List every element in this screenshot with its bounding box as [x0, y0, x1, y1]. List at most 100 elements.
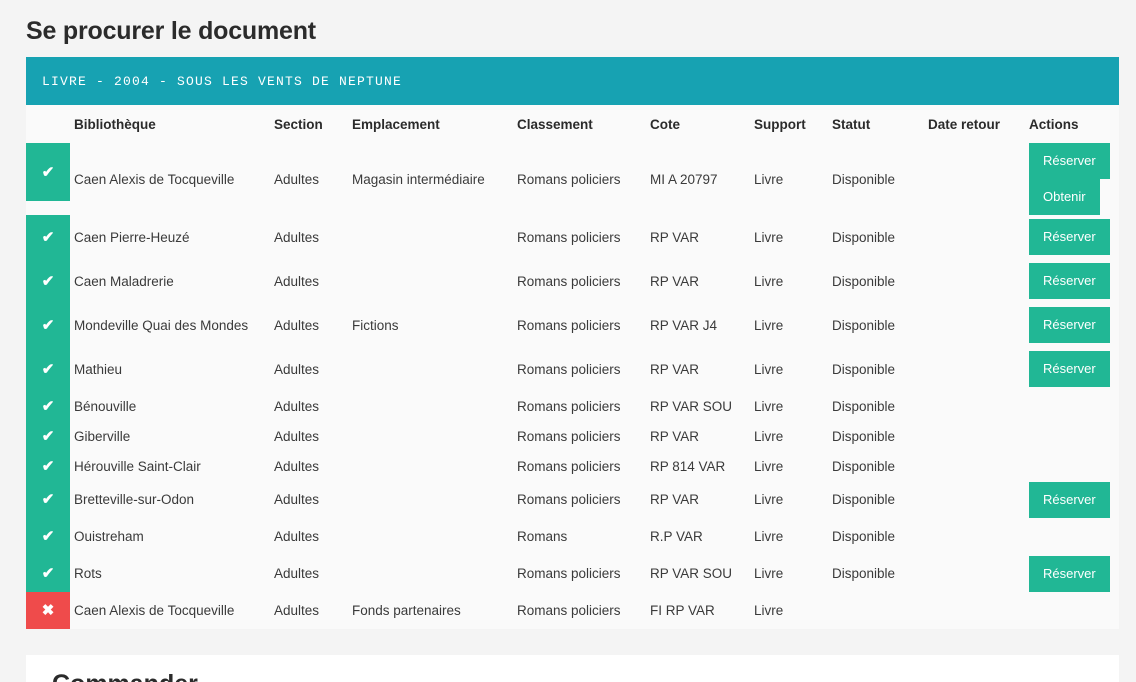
availability-flag-cell: ✔: [26, 421, 74, 451]
availability-flag-cell: ✔: [26, 518, 74, 555]
cell-classement: Romans policiers: [517, 361, 621, 377]
table-row: ✔ Bretteville-sur-Odon Adultes Romans polic…: [26, 481, 1119, 518]
cross-icon: ✖: [41, 602, 55, 619]
cell-support: Livre: [754, 361, 784, 377]
check-icon: ✔: [41, 228, 55, 246]
next-section-card: Commander: [26, 655, 1119, 682]
cell-classement: Romans policiers: [517, 398, 621, 414]
cell-actions: Réserver: [1029, 555, 1119, 592]
check-icon: ✔: [41, 427, 55, 445]
cell-classement: Romans: [517, 529, 568, 544]
cell-bibliotheque: Mondeville Quai des Mondes: [74, 317, 249, 333]
cell-date-retour: [928, 303, 1029, 347]
cell-emplacement: [352, 215, 517, 259]
cell-bibliotheque: Mathieu: [74, 361, 123, 377]
cell-classement: Romans policiers: [517, 428, 621, 444]
column-header-statut: Statut: [832, 117, 871, 132]
cell-actions: [1029, 592, 1119, 629]
cell-statut: Disponible: [832, 229, 896, 245]
cell-actions: [1029, 518, 1119, 555]
cell-support: Livre: [754, 171, 784, 187]
reserver-button[interactable]: Réserver: [1029, 351, 1110, 387]
cell-actions: Réserver Obtenir: [1029, 143, 1119, 215]
cell-actions: Réserver: [1029, 259, 1119, 303]
obtenir-button[interactable]: Obtenir: [1029, 179, 1100, 215]
cell-classement: Romans policiers: [517, 603, 621, 618]
cell-emplacement: [352, 259, 517, 303]
cell-section: Adultes: [274, 603, 320, 618]
action-button-group: Réserver: [1029, 555, 1119, 592]
cell-cote: RP VAR J4: [650, 317, 718, 333]
check-icon: ✔: [41, 565, 55, 582]
column-header-emplacement: Emplacement: [352, 117, 440, 132]
table-row: ✔ Bénouville Adultes Romans policiers RP VAR…: [26, 391, 1119, 421]
cell-bibliotheque: Giberville: [74, 428, 131, 444]
cell-classement: Romans policiers: [517, 171, 621, 187]
cell-emplacement: [352, 347, 517, 391]
table-head: Bibliothèque Section Emplacement Classem…: [26, 105, 1119, 143]
cell-classement: Romans policiers: [517, 492, 621, 507]
table-row: ✔ Giberville Adultes Romans policiers RP VAR…: [26, 421, 1119, 451]
table-row: ✔ Caen Alexis de Tocqueville Adultes Magasi…: [26, 143, 1119, 215]
cell-emplacement: Magasin intermédiaire: [352, 171, 485, 187]
table-row: ✔ Ouistreham Adultes Romans R.P VAR Livre Disp…: [26, 518, 1119, 555]
cell-section: Adultes: [274, 529, 320, 544]
cell-cote: RP VAR SOU: [650, 566, 733, 581]
reserver-button[interactable]: Réserver: [1029, 143, 1110, 179]
column-header-flag: [26, 105, 74, 143]
availability-flag-cell: ✔: [26, 303, 74, 347]
column-header-actions: Actions: [1029, 117, 1079, 132]
cell-bibliotheque: Bretteville-sur-Odon: [74, 492, 195, 507]
cell-statut: Disponible: [832, 273, 896, 289]
availability-flag-cell: ✔: [26, 215, 74, 259]
cell-actions: Réserver: [1029, 347, 1119, 391]
availability-flag-cell: ✔: [26, 143, 74, 215]
cell-support: Livre: [754, 273, 784, 289]
reserver-button[interactable]: Réserver: [1029, 219, 1110, 255]
column-header-classement: Classement: [517, 117, 593, 132]
cell-cote: RP VAR: [650, 361, 700, 377]
action-button-group: Réserver: [1029, 307, 1119, 343]
cell-bibliotheque: Hérouville Saint-Clair: [74, 458, 201, 474]
cell-section: Adultes: [274, 492, 320, 507]
availability-panel: LIVRE - 2004 - SOUS LES VENTS DE NEPTUNE…: [26, 57, 1119, 629]
cell-support: Livre: [754, 603, 784, 618]
column-header-bibliotheque: Bibliothèque: [74, 117, 156, 132]
availability-flag-cell: ✔: [26, 555, 74, 592]
column-header-support: Support: [754, 117, 806, 132]
cell-actions: Réserver: [1029, 215, 1119, 259]
cell-classement: Romans policiers: [517, 458, 621, 474]
cell-cote: RP VAR: [650, 229, 700, 245]
cell-cote: FI RP VAR: [650, 603, 715, 618]
table-row: ✔ Rots Adultes Romans policiers RP VAR SOU Li…: [26, 555, 1119, 592]
cell-date-retour: [928, 518, 1029, 555]
cell-support: Livre: [754, 229, 784, 245]
cell-support: Livre: [754, 529, 784, 544]
reserver-button[interactable]: Réserver: [1029, 307, 1110, 343]
table-row: ✔ Mondeville Quai des Mondes Adultes Fictio…: [26, 303, 1119, 347]
column-header-date-retour: Date retour: [928, 117, 1001, 132]
cell-bibliotheque: Caen Alexis de Tocqueville: [74, 171, 235, 187]
cell-emplacement: [352, 391, 517, 421]
reserver-button[interactable]: Réserver: [1029, 481, 1110, 518]
cell-classement: Romans policiers: [517, 317, 621, 333]
cell-statut: [832, 592, 928, 629]
action-button-group: Réserver: [1029, 219, 1119, 255]
cell-cote: RP VAR: [650, 428, 700, 444]
cell-statut: Disponible: [832, 492, 896, 507]
column-header-cote: Cote: [650, 117, 680, 132]
check-icon: ✔: [41, 272, 55, 290]
cell-date-retour: [928, 143, 1029, 215]
cell-emplacement: [352, 518, 517, 555]
cell-support: Livre: [754, 317, 784, 333]
cell-section: Adultes: [274, 566, 320, 581]
reserver-button[interactable]: Réserver: [1029, 555, 1110, 592]
cell-bibliotheque: Bénouville: [74, 398, 137, 414]
reserver-button[interactable]: Réserver: [1029, 263, 1110, 299]
cell-date-retour: [928, 592, 1029, 629]
cell-statut: Disponible: [832, 317, 896, 333]
action-button-group: Réserver: [1029, 351, 1119, 387]
cell-statut: Disponible: [832, 171, 896, 187]
cell-section: Adultes: [274, 361, 320, 377]
